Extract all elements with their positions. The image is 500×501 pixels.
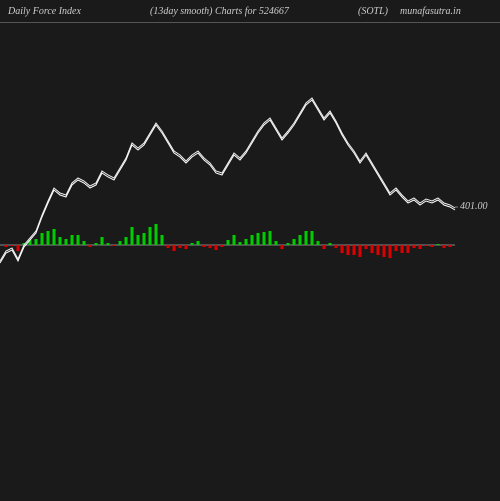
chart-svg (0, 23, 500, 501)
chart-header: Daily Force Index (13day smooth) Charts … (0, 6, 500, 22)
chart-area: 401.00 (0, 22, 500, 500)
header-site: munafasutra.in (400, 6, 461, 17)
header-ticker: (SOTL) (358, 6, 388, 17)
header-left: Daily Force Index (8, 6, 81, 17)
price-label: 401.00 (460, 201, 488, 212)
header-center: (13day smooth) Charts for 524667 (150, 6, 289, 17)
